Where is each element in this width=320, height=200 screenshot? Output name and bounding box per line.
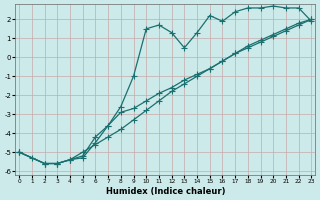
X-axis label: Humidex (Indice chaleur): Humidex (Indice chaleur) <box>106 187 225 196</box>
